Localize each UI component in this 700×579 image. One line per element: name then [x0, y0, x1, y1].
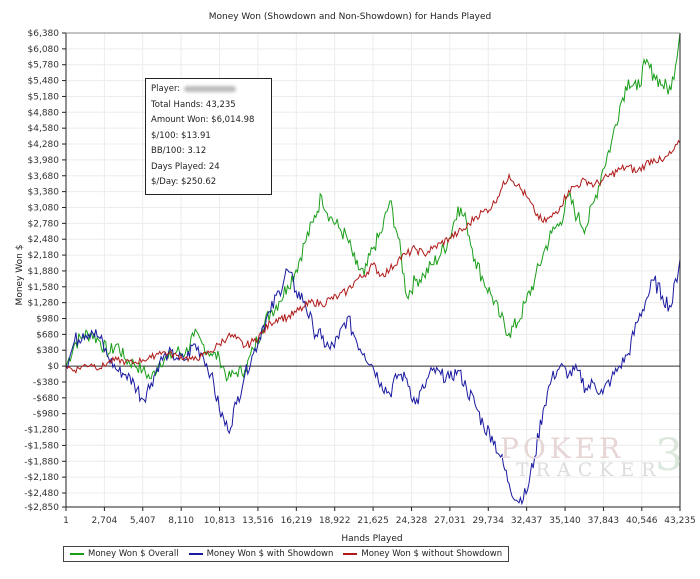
y-tick-label: $1,580 — [28, 283, 60, 293]
y-tick-label: $0 — [48, 362, 60, 372]
y-tick-label: $4,280 — [28, 140, 60, 150]
x-tick-label: 35,140 — [549, 516, 581, 526]
y-tick-label: $4,880 — [28, 108, 60, 118]
y-tick-label: $380 — [36, 346, 59, 356]
chart-title: Money Won (Showdown and Non-Showdown) fo… — [208, 12, 492, 22]
series-line-overall — [65, 32, 681, 382]
legend-swatch-showdown — [188, 553, 203, 555]
x-tick-label: 5,407 — [130, 516, 156, 526]
legend-item-overall[interactable]: Money Won $ Overall — [70, 549, 179, 559]
legend-item-showdown[interactable]: Money Won $ with Showdown — [188, 549, 334, 559]
y-tick-label: $3,080 — [28, 203, 60, 213]
y-tick-label: -$2,480 — [24, 489, 59, 499]
y-tick-label: $1,880 — [28, 267, 60, 277]
stats-days-played: Days Played: 24 — [151, 161, 220, 172]
y-tick-label: -$1,580 — [24, 441, 59, 451]
y-tick-label: $3,980 — [28, 156, 60, 166]
y-tick-label: $4,580 — [28, 124, 60, 134]
stats-player-label: Player: — [151, 84, 181, 94]
y-tick-label: $980 — [36, 315, 59, 325]
y-tick-label: -$1,880 — [24, 457, 59, 467]
y-tick-label: $2,780 — [28, 219, 60, 229]
player-name-blurred — [184, 85, 237, 92]
x-axis-title: Hands Played — [341, 534, 402, 544]
y-tick-label: $2,480 — [28, 235, 60, 245]
y-tick-label: -$380 — [33, 378, 59, 388]
x-tick-label: 43,235 — [664, 516, 696, 526]
legend: Money Won $ Overall Money Won $ with Sho… — [63, 546, 510, 562]
x-tick-label: 32,437 — [511, 516, 543, 526]
stats-box: Player: Total Hands: 43,235 Amount Won: … — [145, 78, 272, 195]
stats-bb-100: BB/100: 3.12 — [151, 146, 207, 156]
x-tick-label: 24,328 — [396, 516, 428, 526]
y-tick-label: -$680 — [33, 394, 59, 404]
legend-item-non-showdown[interactable]: Money Won $ without Showdown — [343, 549, 502, 559]
stats-player: Player: — [151, 82, 266, 98]
y-tick-label: $680 — [36, 330, 59, 340]
y-tick-label: $6,380 — [28, 29, 60, 39]
x-tick-label: 8,110 — [168, 516, 194, 526]
y-tick-label: $1,280 — [28, 299, 60, 309]
y-tick-label: -$980 — [33, 410, 59, 420]
x-tick-label: 18,922 — [319, 516, 351, 526]
x-tick-label: 27,031 — [434, 516, 466, 526]
legend-label-overall: Money Won $ Overall — [88, 549, 179, 559]
y-tick-label: $2,180 — [28, 251, 60, 261]
legend-label-showdown: Money Won $ with Showdown — [206, 549, 334, 559]
stats-total-hands: Total Hands: 43,235 — [151, 99, 236, 110]
series-group — [65, 32, 681, 506]
y-tick-labels: $6,380 $6,080 $5,780 $5,480 $5,180 $4,880 $4,5… — [24, 29, 66, 513]
x-tick-label: 40,546 — [626, 516, 658, 526]
x-tick-label: 37,843 — [588, 516, 620, 526]
legend-label-non-showdown: Money Won $ without Showdown — [361, 549, 503, 559]
x-tick-label: 1 — [63, 516, 69, 526]
y-tick-label: $5,480 — [28, 77, 60, 87]
stats-per-day: $/Day: $250.62 — [151, 177, 217, 187]
x-tick-label: 2,704 — [92, 516, 118, 526]
x-tick-labels: 1 2,704 5,407 8,110 10,813 13,516 16,219 18,922… — [63, 507, 696, 526]
x-tick-label: 13,516 — [242, 516, 274, 526]
y-tick-label: $6,080 — [28, 45, 60, 55]
series-line-without-showdown — [65, 139, 681, 374]
y-axis-title: Money Won $ — [15, 245, 25, 306]
y-tick-label: $5,180 — [28, 92, 60, 102]
y-tick-label: $3,380 — [28, 188, 60, 198]
legend-swatch-non-showdown — [343, 553, 358, 555]
y-tick-label: -$2,850 — [24, 503, 59, 513]
stats-amount-won: Amount Won: $6,014.98 — [151, 115, 255, 125]
x-tick-label: 16,219 — [281, 516, 313, 526]
y-tick-label: -$1,280 — [24, 426, 59, 436]
x-tick-label: 21,625 — [357, 516, 389, 526]
x-tick-label: 10,813 — [204, 516, 236, 526]
legend-swatch-overall — [70, 553, 84, 555]
y-tick-label: $5,780 — [28, 61, 60, 71]
y-tick-label: $3,680 — [28, 172, 60, 182]
y-tick-label: -$2,180 — [24, 473, 59, 483]
x-tick-label: 29,734 — [473, 516, 505, 526]
stats-per-100: $/100: $13.91 — [151, 130, 211, 141]
